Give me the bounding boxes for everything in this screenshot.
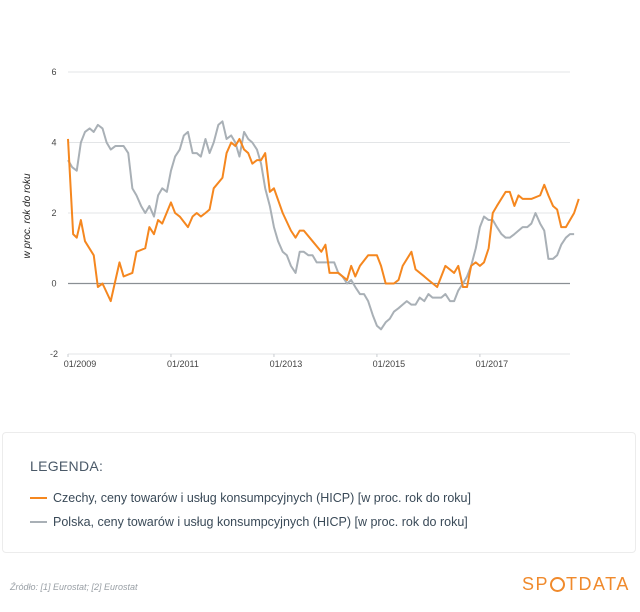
y-tick-label: 6 [51,67,56,77]
axes: 6 4 2 0 -2 01/2009 01/2011 01/2013 01/2015 01/201… [50,67,508,369]
legend-label-polska: Polska, ceny towarów i usług konsumpcyjn… [53,515,468,529]
y-tick-label: -2 [50,349,58,359]
source-note: Źródło: [1] Eurostat; [2] Eurostat [10,582,138,592]
series-line-polska [67,120,575,331]
x-tick-label: 01/2009 [64,359,97,369]
x-tick-label: 01/2011 [167,359,199,369]
legend-panel: LEGENDA: Czechy, ceny towarów i usług ko… [2,432,636,553]
legend-label-czechy: Czechy, ceny towarów i usług konsumpcyjn… [53,491,471,505]
logo-o-icon [550,577,566,592]
legend-item-czechy[interactable]: Czechy, ceny towarów i usług konsumpcyjn… [30,491,471,505]
series-line-czechy [67,137,580,303]
y-tick-label: 0 [51,279,56,289]
grid-lines [68,71,570,355]
legend-swatch-czechy [30,497,47,499]
y-tick-label: 4 [51,138,56,148]
legend-item-polska[interactable]: Polska, ceny towarów i usług konsumpcyjn… [30,515,468,529]
y-tick-label: 2 [51,208,56,218]
series-lines [67,120,580,331]
legend-swatch-polska [30,521,47,523]
spotdata-logo: SP TDATA [522,574,630,595]
x-tick-label: 01/2017 [476,359,509,369]
y-axis-label: w proc. rok do roku [22,173,33,258]
x-tick-label: 01/2015 [373,359,406,369]
logo-text-left: SP [522,574,550,594]
x-tick-label: 01/2013 [270,359,303,369]
legend-title: LEGENDA: [30,458,104,474]
line-chart: 6 4 2 0 -2 01/2009 01/2011 01/2013 01/2015 01/201… [22,67,580,369]
logo-text-right: TDATA [566,574,630,594]
